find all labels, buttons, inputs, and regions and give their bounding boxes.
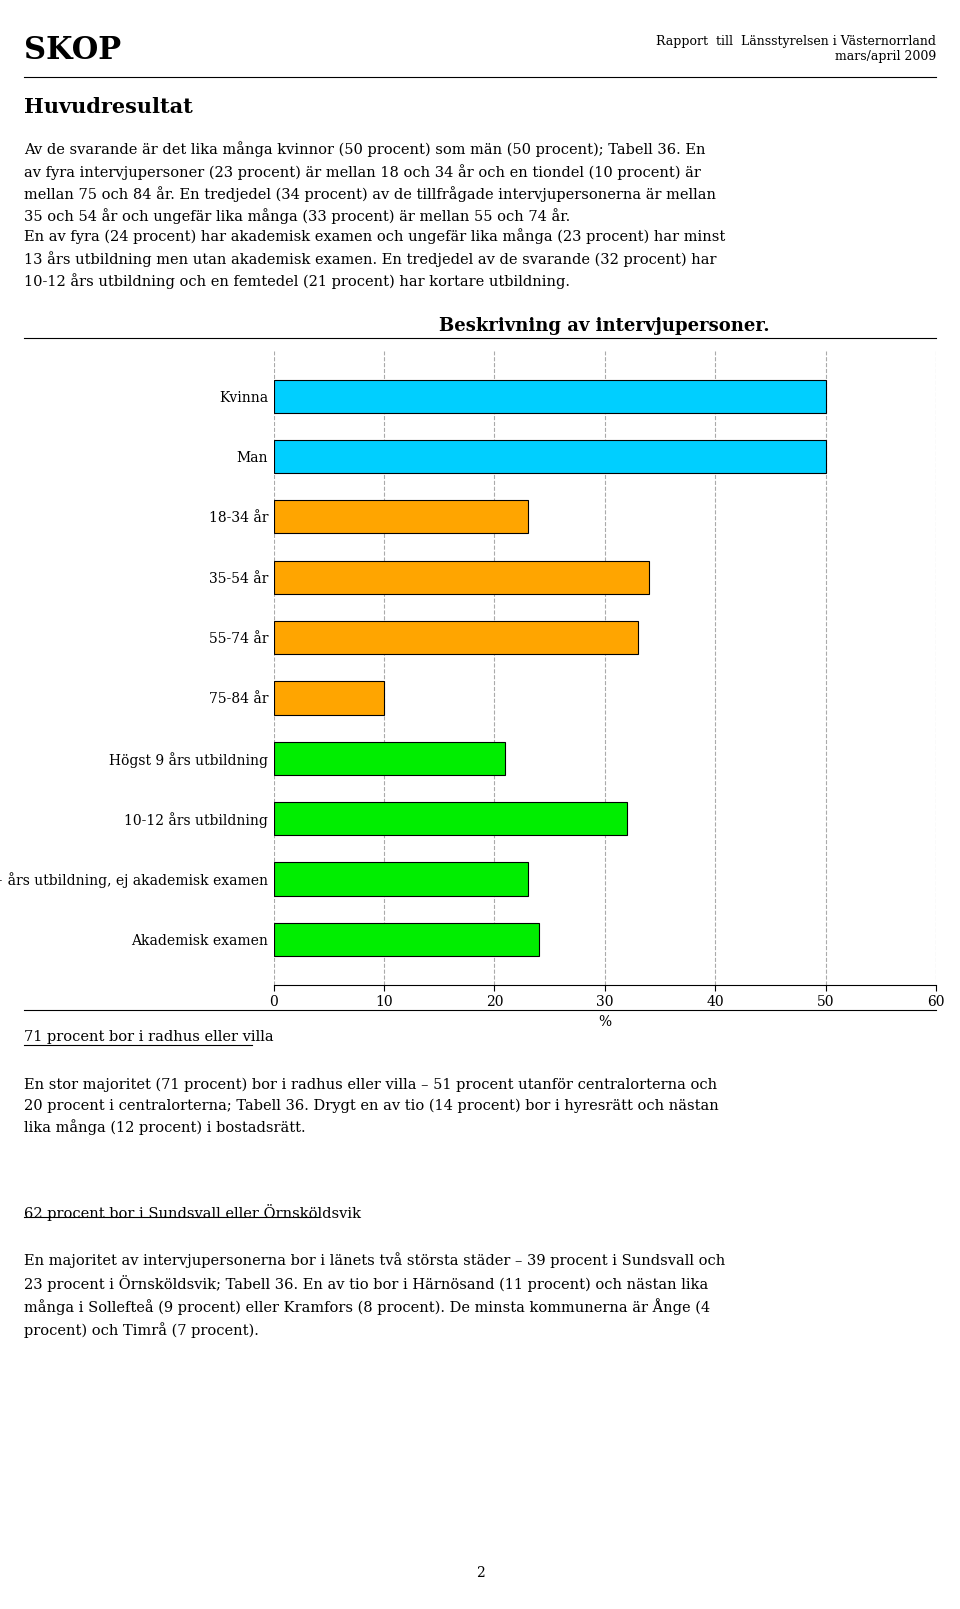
Bar [274,922,539,956]
Text: SKOP: SKOP [24,35,121,66]
Bar [274,500,527,534]
Bar [274,681,384,714]
Bar [274,862,527,896]
Bar [274,801,627,835]
Text: En stor majoritet (71 procent) bor i radhus eller villa – 51 procent utanför cen: En stor majoritet (71 procent) bor i rad… [24,1078,719,1134]
Text: Av de svarande är det lika många kvinnor (50 procent) som män (50 procent); Tabe: Av de svarande är det lika många kvinnor… [24,142,716,224]
Bar [274,439,826,473]
Title: Beskrivning av intervjupersoner.: Beskrivning av intervjupersoner. [440,317,770,335]
Bar [274,621,637,655]
Text: 62 procent bor i Sundsvall eller Örnsköldsvik: 62 procent bor i Sundsvall eller Örnsköl… [24,1204,361,1221]
Bar [274,380,826,414]
Text: En av fyra (24 procent) har akademisk examen och ungefär lika många (23 procent): En av fyra (24 procent) har akademisk ex… [24,228,725,290]
Text: Huvudresultat: Huvudresultat [24,97,193,116]
Bar [274,742,505,776]
Text: 71 procent bor i radhus eller villa: 71 procent bor i radhus eller villa [24,1030,274,1044]
Text: En majoritet av intervjupersonerna bor i länets två största städer – 39 procent : En majoritet av intervjupersonerna bor i… [24,1252,725,1337]
X-axis label: %: % [598,1015,612,1028]
Text: 2: 2 [475,1566,485,1580]
Text: Rapport  till  Länsstyrelsen i Västernorrland
mars/april 2009: Rapport till Länsstyrelsen i Västernorrl… [656,35,936,63]
Bar [274,560,649,594]
